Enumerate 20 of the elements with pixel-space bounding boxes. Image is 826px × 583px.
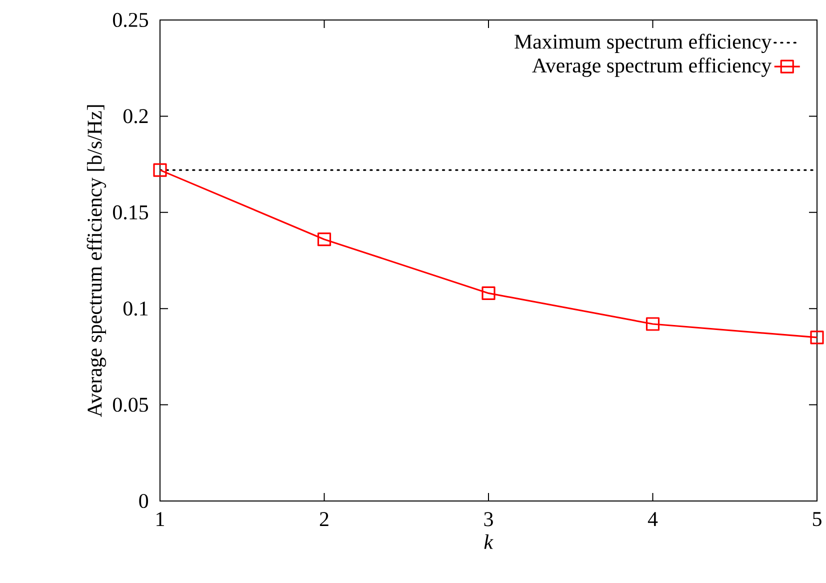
y-tick-label: 0.15	[113, 205, 148, 220]
point	[482, 286, 496, 300]
y-tick-label: 0.1	[123, 302, 148, 316]
y-axis-title: Average spectrum efficiency [b/s/Hz]	[86, 105, 106, 418]
x-tick-label: 2	[320, 512, 328, 526]
point	[646, 317, 660, 331]
legend-label: Average spectrum efficiency	[532, 58, 772, 77]
point	[317, 232, 332, 246]
y-tick-label: 0.05	[113, 398, 148, 412]
y-tick-label: 0.25	[113, 12, 148, 28]
x-tick-label: 4	[648, 512, 658, 526]
point	[153, 163, 167, 177]
x-tick-label: 3	[484, 512, 493, 526]
point	[810, 330, 824, 344]
y-tick-label: 0	[139, 494, 148, 508]
y-tick-label: 0.2	[123, 109, 148, 124]
x-tick-label: 1	[156, 512, 164, 526]
x-axis-title: k	[484, 534, 494, 549]
x-tick-label: 5	[812, 512, 822, 526]
legend-label: Maximum spectrum efficiency	[514, 34, 772, 54]
